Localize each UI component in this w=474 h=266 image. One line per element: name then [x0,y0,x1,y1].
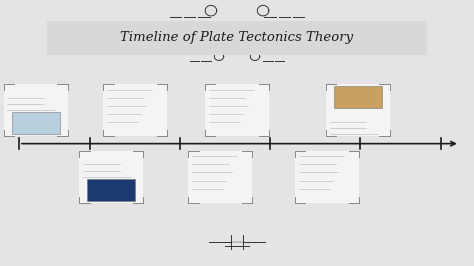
FancyBboxPatch shape [334,86,382,108]
FancyBboxPatch shape [3,84,67,136]
FancyBboxPatch shape [326,84,390,136]
FancyBboxPatch shape [205,84,269,136]
FancyBboxPatch shape [103,84,167,136]
FancyBboxPatch shape [295,151,359,203]
FancyBboxPatch shape [11,112,60,134]
FancyBboxPatch shape [47,21,427,55]
FancyBboxPatch shape [189,151,252,203]
FancyBboxPatch shape [87,179,136,201]
FancyBboxPatch shape [79,151,143,203]
Text: Timeline of Plate Tectonics Theory: Timeline of Plate Tectonics Theory [120,31,354,44]
